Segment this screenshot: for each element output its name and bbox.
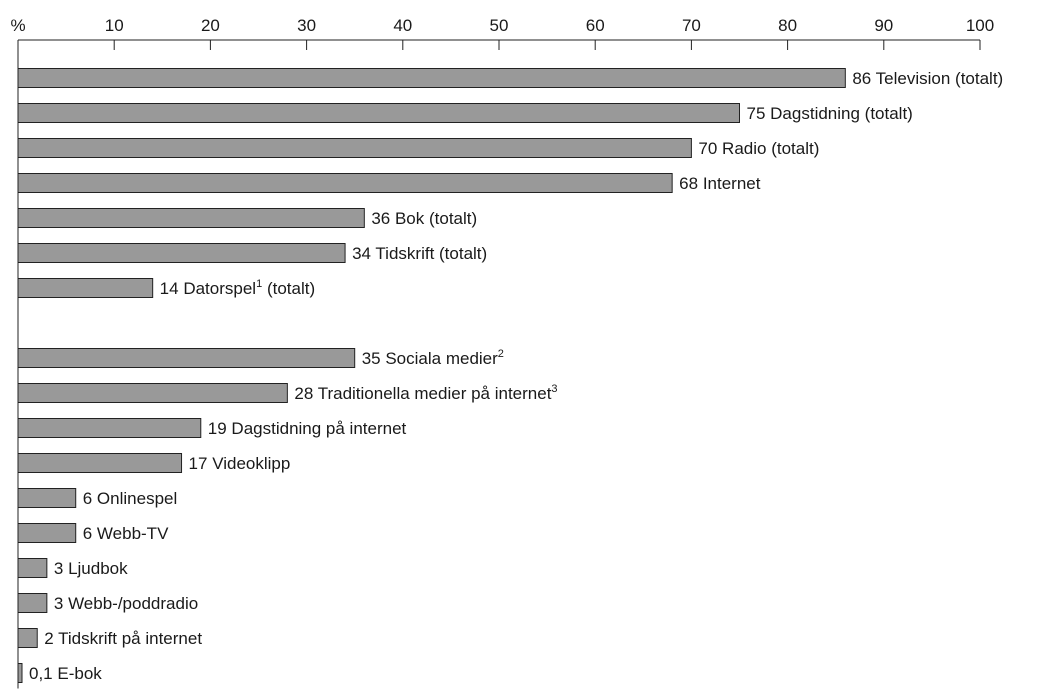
bar bbox=[17, 628, 38, 648]
bar-value-label: 3 bbox=[54, 594, 63, 613]
bar-label: 19 Dagstidning på internet bbox=[208, 419, 407, 438]
bar-label: 36 Bok (totalt) bbox=[371, 209, 477, 228]
bar bbox=[17, 593, 48, 613]
bar bbox=[17, 418, 202, 438]
bar bbox=[17, 523, 77, 543]
bar bbox=[17, 138, 692, 158]
bar-value-label: 75 bbox=[747, 104, 766, 123]
bar-category-suffix: (totalt) bbox=[262, 279, 315, 298]
bar-value-label: 3 bbox=[54, 559, 63, 578]
bar-value-label: 6 bbox=[83, 489, 92, 508]
bar-value-label: 68 bbox=[679, 174, 698, 193]
bar bbox=[17, 348, 356, 368]
bar bbox=[17, 558, 48, 578]
bar-category-label: Dagstidning (totalt) bbox=[770, 104, 913, 123]
bar bbox=[17, 278, 154, 298]
bar-category-label: Television (totalt) bbox=[876, 69, 1004, 88]
bar-label: 75 Dagstidning (totalt) bbox=[747, 104, 913, 123]
bar-label: 68 Internet bbox=[679, 174, 761, 193]
tick-label: 50 bbox=[490, 16, 509, 35]
bar-value-label: 35 bbox=[362, 349, 381, 368]
bar-label: 6 Webb-TV bbox=[83, 524, 169, 543]
bar-value-label: 86 bbox=[852, 69, 871, 88]
bar bbox=[17, 453, 183, 473]
bar-label: 86 Television (totalt) bbox=[852, 69, 1003, 88]
bar-category-label: Radio (totalt) bbox=[722, 139, 819, 158]
bar-category-label: Webb-TV bbox=[97, 524, 169, 543]
bar-category-label: Internet bbox=[703, 174, 761, 193]
bar-label: 0,1 E-bok bbox=[29, 664, 102, 683]
bar-label: 34 Tidskrift (totalt) bbox=[352, 244, 487, 263]
bar-category-label: Videoklipp bbox=[212, 454, 290, 473]
tick-label: 10 bbox=[105, 16, 124, 35]
x-axis: % 10 20 30 40 50 60 70 80 90 100 bbox=[10, 16, 994, 689]
bar-category-label: Tidskrift (totalt) bbox=[375, 244, 487, 263]
bar-value-label: 19 bbox=[208, 419, 227, 438]
tick-label: 60 bbox=[586, 16, 605, 35]
tick-label: 80 bbox=[778, 16, 797, 35]
tick-label: 100 bbox=[966, 16, 994, 35]
bar bbox=[17, 383, 288, 403]
bar-category-label: E-bok bbox=[57, 664, 102, 683]
bar-value-label: 34 bbox=[352, 244, 371, 263]
bar-label: 2 Tidskrift på internet bbox=[44, 629, 202, 648]
bar-category-label: Datorspel bbox=[183, 279, 256, 298]
bar-category-label: Onlinespel bbox=[97, 489, 177, 508]
bar bbox=[17, 103, 740, 123]
bar bbox=[17, 243, 346, 263]
bar-label: 14 Datorspel1 (totalt) bbox=[160, 278, 315, 298]
bar-category-label: Tidskrift på internet bbox=[58, 629, 202, 648]
footnote-marker: 3 bbox=[551, 383, 557, 395]
footnote-marker: 1 bbox=[256, 278, 262, 290]
bar-label: 3 Ljudbok bbox=[54, 559, 128, 578]
bar-label: 3 Webb-/poddradio bbox=[54, 594, 198, 613]
tick-label: 30 bbox=[297, 16, 316, 35]
bar-value-label: 6 bbox=[83, 524, 92, 543]
bar-label: 17 Videoklipp bbox=[189, 454, 291, 473]
bar bbox=[17, 208, 365, 228]
bar-label: 70 Radio (totalt) bbox=[698, 139, 819, 158]
tick-label: 20 bbox=[201, 16, 220, 35]
bar-value-label: 17 bbox=[189, 454, 208, 473]
bar-category-label: Sociala medier bbox=[385, 349, 498, 368]
tick-label: 70 bbox=[682, 16, 701, 35]
bar-category-label: Ljudbok bbox=[68, 559, 128, 578]
bar-category-label: Dagstidning på internet bbox=[231, 419, 406, 438]
bar bbox=[17, 173, 673, 193]
bar bbox=[17, 663, 23, 683]
bar bbox=[17, 68, 846, 88]
tick-label: 40 bbox=[393, 16, 412, 35]
footnote-marker: 2 bbox=[498, 348, 504, 360]
bars bbox=[17, 68, 846, 683]
bar-category-label: Webb-/poddradio bbox=[68, 594, 198, 613]
bar-value-label: 14 bbox=[160, 279, 179, 298]
bar-value-label: 70 bbox=[698, 139, 717, 158]
unit-label: % bbox=[10, 16, 25, 35]
bar-value-label: 36 bbox=[371, 209, 390, 228]
bar-label: 28 Traditionella medier på internet3 bbox=[294, 383, 557, 403]
bar-value-label: 2 bbox=[44, 629, 53, 648]
bar bbox=[17, 488, 77, 508]
bar-label: 35 Sociala medier2 bbox=[362, 348, 504, 368]
bar-label: 6 Onlinespel bbox=[83, 489, 178, 508]
bar-category-label: Bok (totalt) bbox=[395, 209, 477, 228]
bar-category-label: Traditionella medier på internet bbox=[318, 384, 552, 403]
bar-value-label: 28 bbox=[294, 384, 313, 403]
bar-value-label: 0,1 bbox=[29, 664, 53, 683]
bar-labels: 86 Television (totalt) 75 Dagstidning (to… bbox=[29, 69, 1003, 683]
tick-label: 90 bbox=[874, 16, 893, 35]
